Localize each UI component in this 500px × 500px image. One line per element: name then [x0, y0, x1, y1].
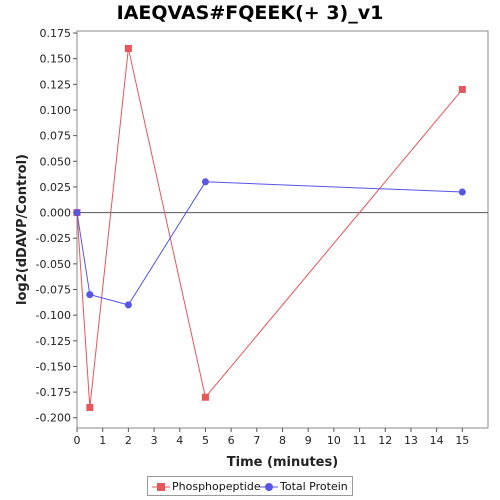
data-point-total-protein [124, 301, 132, 309]
y-tick-label: -0.100 [36, 309, 71, 322]
y-tick-label: 0.025 [40, 181, 72, 194]
data-point-phosphopeptide [201, 393, 209, 401]
data-point-total-protein [201, 178, 209, 186]
y-tick-label: 0.075 [40, 130, 72, 143]
plot-area [76, 30, 489, 429]
data-point-total-protein [458, 188, 466, 196]
y-tick-label: -0.175 [36, 386, 71, 399]
data-point-total-protein [86, 291, 94, 299]
x-tick-label: 1 [99, 434, 106, 447]
y-tick-label: 0.050 [40, 155, 72, 168]
y-tick-label: -0.075 [36, 284, 71, 297]
legend-label: Total Protein [280, 480, 348, 493]
x-tick-label: 4 [176, 434, 183, 447]
x-tick-label: 13 [404, 434, 418, 447]
x-tick-label: 6 [228, 434, 235, 447]
y-tick-label: -0.050 [36, 258, 71, 271]
y-tick-label: -0.150 [36, 360, 71, 373]
data-point-phosphopeptide [86, 403, 94, 411]
y-tick-label: -0.200 [36, 412, 71, 425]
data-point-phosphopeptide [458, 85, 466, 93]
legend: Phosphopeptide Total Protein [147, 476, 353, 496]
x-tick-label: 0 [74, 434, 81, 447]
y-tick-label: 0.150 [40, 53, 72, 66]
x-tick-label: 9 [305, 434, 312, 447]
data-point-total-protein [73, 209, 81, 217]
y-tick-label: 0.100 [40, 104, 72, 117]
y-tick-label: -0.125 [36, 335, 71, 348]
y-tick-label: 0.175 [40, 27, 72, 40]
legend-label: Phosphopeptide [172, 480, 261, 493]
x-tick-label: 2 [125, 434, 132, 447]
x-tick-label: 7 [253, 434, 260, 447]
chart-title: IAEQVAS#FQEEK(+ 3)_v1 [116, 2, 384, 24]
x-tick-label: 12 [378, 434, 392, 447]
y-axis-title: log2(dDAVP/Control) [15, 154, 30, 305]
y-axis: -0.200 -0.175 -0.150 -0.125 -0.100 -0.075 -0.0… [36, 27, 77, 425]
y-tick-label: 0.125 [40, 78, 72, 91]
circle-marker-icon [260, 483, 278, 491]
series-layer [73, 44, 466, 411]
x-tick-label: 11 [353, 434, 367, 447]
x-tick-label: 15 [455, 434, 469, 447]
x-tick-label: 8 [279, 434, 286, 447]
x-axis: 0 1 2 3 4 5 6 7 8 9 10 11 12 13 14 15 [74, 428, 469, 447]
y-tick-label: 0.000 [40, 207, 72, 220]
x-tick-label: 3 [151, 434, 158, 447]
x-axis-title: Time (minutes) [227, 455, 338, 470]
x-tick-label: 10 [327, 434, 341, 447]
x-tick-label: 14 [430, 434, 444, 447]
square-marker-icon [152, 483, 170, 491]
data-point-phosphopeptide [124, 44, 132, 52]
y-tick-label: -0.025 [36, 232, 71, 245]
x-tick-label: 5 [202, 434, 209, 447]
